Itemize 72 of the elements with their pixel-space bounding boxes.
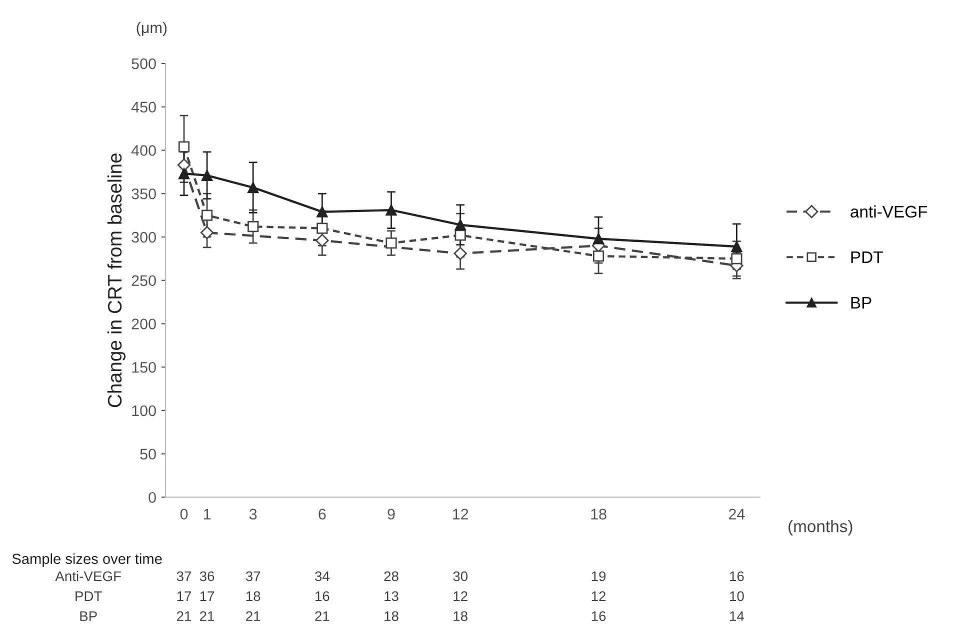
text: 18 [454,611,468,622]
text: (μm) [136,22,167,36]
x-tick-label: 1 [204,508,211,520]
x-axis-title: (months) [788,520,852,536]
text: 12 [592,591,606,601]
x-tick-label: 9 [388,508,395,520]
x-tick-label: 0 [180,508,188,520]
point [201,170,213,181]
point [248,182,259,194]
y-tick-label: 150 [132,362,156,373]
text: 21 [315,611,330,621]
point [386,204,397,216]
x-tick-label: 3 [249,508,257,520]
point [316,234,329,248]
point [178,168,190,180]
text: PDT [76,591,102,601]
point [454,219,466,230]
legend-label: PDT [851,252,883,263]
y-tick-label: 0 [148,492,156,503]
point [201,210,213,221]
point [178,141,190,152]
y-tick-label: 50 [140,448,156,460]
point [454,246,467,260]
text: 34 [314,571,330,582]
text: 16 [316,591,330,602]
x-tick-label: 18 [591,508,606,520]
text: 10 [730,591,744,602]
y-tick-label: 250 [132,275,156,286]
point [592,233,604,244]
text: 18 [384,611,398,622]
y-tick-label: 200 [132,318,156,330]
y-tick-label: 500 [132,58,156,70]
legend-label: anti-VEGF [850,205,928,218]
y-tick-label: 100 [132,405,156,416]
point [731,253,742,264]
text: Sample sizes over time [12,553,162,567]
point [316,222,328,234]
text: 37 [246,571,260,582]
text: 36 [200,571,214,582]
x-tick-label: 6 [318,508,326,520]
point [454,230,466,241]
text: 37 [176,571,192,582]
text: 16 [730,571,744,582]
text: 18 [246,591,260,602]
point [592,250,604,262]
x-tick-label: 24 [728,508,745,520]
text: 28 [384,571,398,582]
text: 14 [730,611,744,621]
point [316,206,328,218]
y-tick-label: 300 [132,232,156,243]
point [248,221,259,232]
y-tick-label: 400 [131,145,156,156]
y-tick-label: 350 [132,188,156,200]
legend-label: BP [851,297,872,309]
text: 19 [592,571,606,582]
point [200,226,214,240]
text: 17 [200,591,214,601]
text: 13 [384,591,398,602]
text: 16 [592,611,606,622]
x-tick-label: 12 [453,508,468,520]
text: 17 [177,591,192,601]
text: 21 [176,611,192,621]
text: 30 [453,571,468,582]
y-tick-label: 450 [131,102,156,113]
text: 21 [246,611,260,621]
y-axis-title: Change in CRT from baseline [107,153,126,408]
text: 21 [200,611,214,621]
point [386,238,397,249]
point [731,240,742,252]
text: Anti-VEGF [55,570,121,582]
text: BP [80,611,97,621]
text: 12 [454,591,468,601]
